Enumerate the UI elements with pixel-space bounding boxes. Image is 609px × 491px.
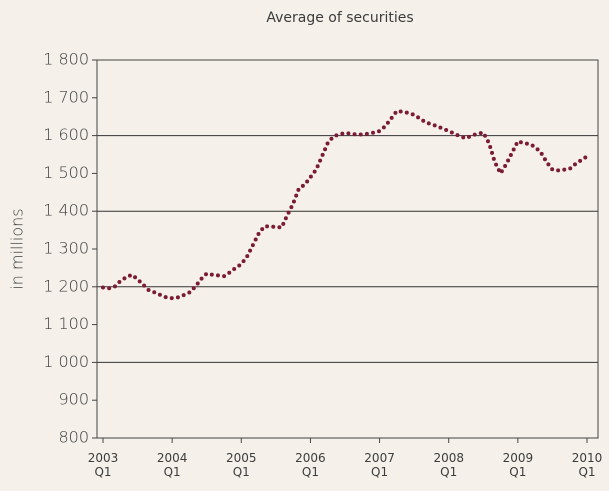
y-tick-label: 1 800 [43, 50, 89, 69]
y-tick-label: 1 600 [43, 125, 89, 144]
chart-title: Average of securities [266, 10, 413, 26]
x-tick-label: 2003 Q1 [88, 451, 119, 479]
x-tick-label: 2004 Q1 [157, 451, 188, 479]
data-line [101, 108, 589, 301]
y-tick-label: 800 [58, 428, 89, 447]
x-tick-label: 2010 Q1 [572, 451, 603, 479]
y-tick-label: 1 700 [43, 87, 89, 106]
y-tick-label: 1 500 [43, 163, 89, 182]
y-tick-label: 1 000 [43, 352, 89, 371]
y-tick-label: 900 [58, 390, 89, 409]
x-tick-label: 2009 Q1 [503, 451, 534, 479]
plot-frame [96, 59, 599, 439]
y-tick-label: 1 100 [43, 314, 89, 333]
y-tick-label: 1 200 [43, 276, 89, 295]
y-axis-label: in millions [8, 208, 27, 289]
x-tick-label: 2006 Q1 [295, 451, 326, 479]
x-tick-label: 2008 Q1 [433, 451, 464, 479]
y-tick-label: 1 400 [43, 201, 89, 220]
y-tick-label: 1 300 [43, 239, 89, 258]
x-tick-label: 2007 Q1 [364, 451, 395, 479]
x-tick-label: 2005 Q1 [226, 451, 257, 479]
